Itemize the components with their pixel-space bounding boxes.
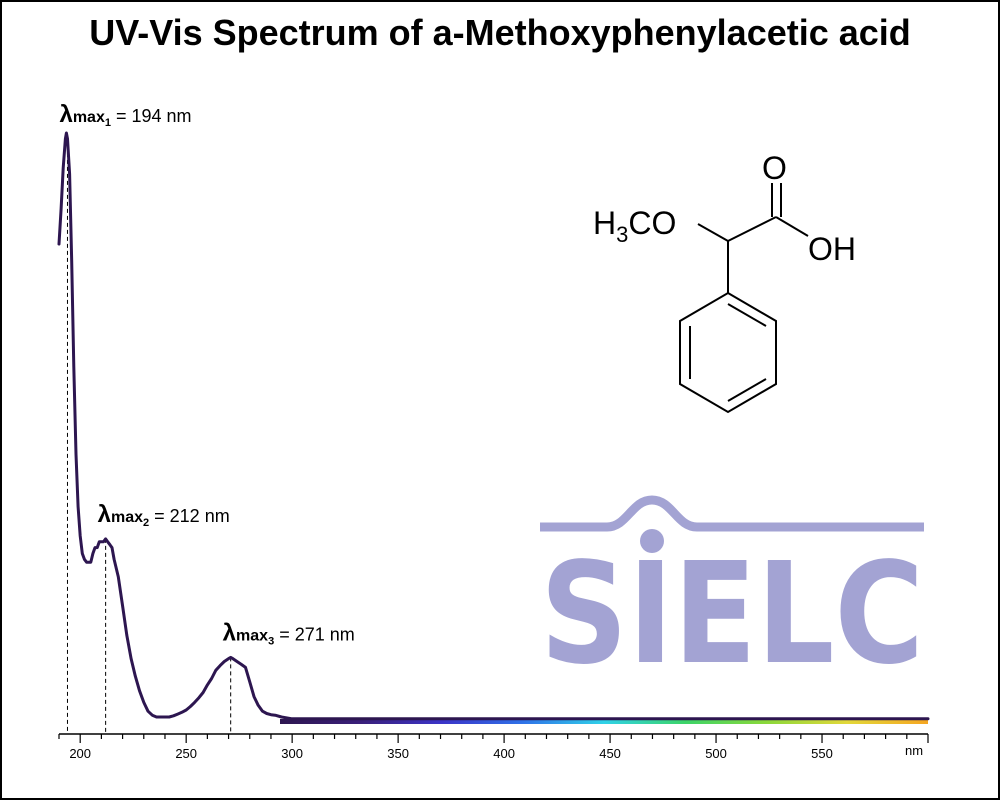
lambda-symbol: λ: [59, 101, 72, 128]
sielc-logo-text: SIELC: [540, 533, 924, 696]
molecule-labels: H3CO O OH: [593, 150, 856, 267]
lambda-subscript-index: 3: [268, 635, 274, 647]
peak-wavelength-text: = 271 nm: [274, 624, 355, 644]
chart-title: UV-Vis Spectrum of a-Methoxyphenylacetic…: [89, 12, 911, 53]
x-axis-tick-label: 350: [387, 746, 409, 761]
peak-wavelength-text: = 212 nm: [149, 506, 230, 526]
lambda-symbol: λ: [98, 501, 111, 528]
ring-double-bond: [727, 303, 767, 327]
ring-double-bond: [727, 378, 767, 402]
methoxy-co: CO: [628, 205, 676, 241]
x-axis-tick-label: 400: [493, 746, 515, 761]
spectrum-color-bar: [280, 719, 928, 724]
methoxy-subscript: 3: [616, 222, 628, 247]
spectrum-curve: [57, 131, 930, 721]
lambda-subscript-index: 1: [105, 117, 111, 129]
x-axis-ticks: [58, 734, 929, 743]
benzene-ring: [679, 291, 777, 414]
peak-guide-lines: [66, 138, 232, 734]
x-axis-tick-label: 200: [69, 746, 91, 761]
molecule-structure: [679, 183, 809, 414]
peak-annotation-1: λmax1 = 194 nm: [59, 101, 191, 129]
peak-annotation-2: λmax2 = 212 nm: [98, 501, 230, 529]
sielc-logo-wave: [540, 495, 924, 532]
x-axis-tick-label: 300: [281, 746, 303, 761]
x-axis-tick-label: 550: [811, 746, 833, 761]
x-axis-tick-label: 450: [599, 746, 621, 761]
peak-annotation-3: λmax3 = 271 nm: [223, 619, 355, 647]
bond-alpha-carboxyl: [727, 216, 777, 242]
methoxy-h: H: [593, 205, 616, 241]
bond-alpha-methoxy: [697, 223, 729, 242]
lambda-subscript: max: [111, 509, 143, 526]
lambda-symbol: λ: [223, 619, 236, 646]
bond-hydroxyl: [775, 216, 809, 237]
sielc-logo-dot: [640, 529, 664, 553]
x-axis-tick-label: 250: [175, 746, 197, 761]
lambda-subscript-index: 2: [143, 517, 149, 529]
sielc-logo: SIELC: [540, 495, 924, 696]
peak-wavelength-text: = 194 nm: [111, 106, 192, 126]
carbonyl-oxygen-label: O: [762, 150, 787, 186]
x-axis-tick-label: 500: [705, 746, 727, 761]
methoxy-group-label: H3CO: [593, 205, 676, 247]
lambda-subscript: max: [236, 627, 268, 644]
hydroxyl-label: OH: [808, 231, 856, 267]
x-axis-tick-labels: 200 250 300 350 400 450 500 550: [69, 746, 833, 761]
x-axis-unit-label: nm: [905, 743, 923, 758]
lambda-subscript: max: [73, 109, 105, 126]
